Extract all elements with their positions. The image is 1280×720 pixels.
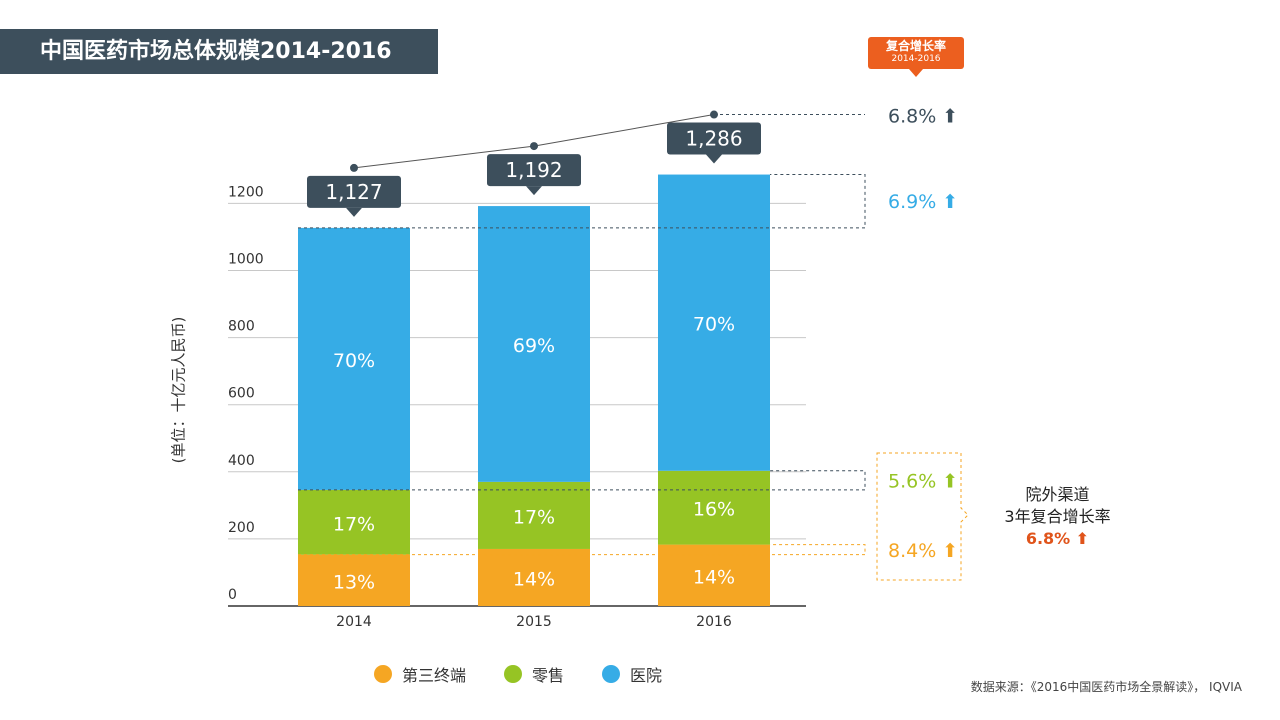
total-callout <box>487 154 581 187</box>
source-note: 数据来源：《2016中国医药市场全景解读》， IQVIA <box>970 680 1242 694</box>
data-label: 14% <box>693 566 735 588</box>
legend-item-retail: 零售 <box>504 662 564 686</box>
up-arrow-icon: ⬆ <box>1075 529 1090 548</box>
total-callout-pointer <box>346 207 362 217</box>
legend-swatch-retail <box>504 665 523 683</box>
total-callout-pointer <box>526 186 542 196</box>
y-tick-label: 600 <box>228 386 255 402</box>
cagr-total: 6.8% ⬆ <box>888 106 958 128</box>
cagr-guide-hospital <box>298 174 866 229</box>
bar-segment <box>478 206 590 482</box>
legend-item-hospital: 医院 <box>602 662 662 686</box>
cagr-guide-retail <box>298 470 866 491</box>
x-tick-label: 2015 <box>516 614 552 630</box>
cagr-badge-period: 2014-2016 <box>891 54 941 64</box>
data-label: 14% <box>513 568 555 590</box>
legend-item-terminal: 第三终端 <box>374 662 466 686</box>
cagr-badge-title: 复合增长率 <box>885 39 946 53</box>
cagr-badge: 复合增长率 2014-2016 <box>868 37 964 77</box>
x-tick-label: 2016 <box>696 614 732 630</box>
legend-label-hospital: 医院 <box>630 666 663 685</box>
legend-label-retail: 零售 <box>532 666 565 685</box>
outside-channel-rate: 6.8% ⬆ <box>1025 529 1090 548</box>
y-tick-label: 1200 <box>228 184 264 200</box>
legend: 第三终端 零售 医院 <box>374 662 700 686</box>
bar-segment <box>658 470 770 545</box>
bar-segment <box>298 554 410 606</box>
outside-channel-title: 院外渠道 <box>1025 485 1090 504</box>
data-label: 13% <box>333 571 375 593</box>
total-label: 1,127 <box>325 180 382 204</box>
data-label: 69% <box>513 335 555 357</box>
cagr-terminal: 8.4% ⬆ <box>888 540 958 562</box>
outside-channel-subtitle: 3年复合增长率 <box>1004 507 1111 526</box>
bar-segment <box>658 174 770 471</box>
y-tick-label: 1000 <box>228 252 264 268</box>
legend-swatch-terminal <box>374 665 392 683</box>
outside-channel-cagr: 院外渠道 3年复合增长率 6.8% ⬆ <box>985 484 1130 550</box>
total-callout-pointer <box>706 154 722 164</box>
cagr-retail: 5.6% ⬆ <box>888 470 958 492</box>
data-label: 70% <box>333 350 375 372</box>
bar-segment <box>298 227 410 490</box>
page-title: 中国医药市场总体规模2014-2016 <box>0 29 438 74</box>
legend-label-terminal: 第三终端 <box>402 666 467 685</box>
data-label: 70% <box>693 314 735 336</box>
data-label: 17% <box>333 513 375 535</box>
x-tick-label: 2014 <box>336 614 372 630</box>
data-label: 16% <box>693 499 735 521</box>
total-point <box>530 142 538 151</box>
cagr-hospital: 6.9% ⬆ <box>888 191 958 213</box>
legend-swatch-hospital <box>602 665 621 683</box>
y-tick-label: 200 <box>228 520 255 536</box>
data-label: 17% <box>513 506 555 528</box>
bar-segment <box>478 548 590 606</box>
y-tick-label: 800 <box>228 319 255 335</box>
total-point <box>350 163 358 172</box>
total-callout <box>307 175 401 208</box>
total-label: 1,286 <box>685 127 742 151</box>
bar-segment <box>298 489 410 555</box>
total-callout <box>667 122 761 155</box>
bar-segment <box>478 481 590 549</box>
y-tick-label: 0 <box>228 587 237 603</box>
y-tick-label: 400 <box>228 453 255 469</box>
total-label: 1,192 <box>505 158 562 182</box>
cagr-guide-terminal <box>298 544 866 556</box>
